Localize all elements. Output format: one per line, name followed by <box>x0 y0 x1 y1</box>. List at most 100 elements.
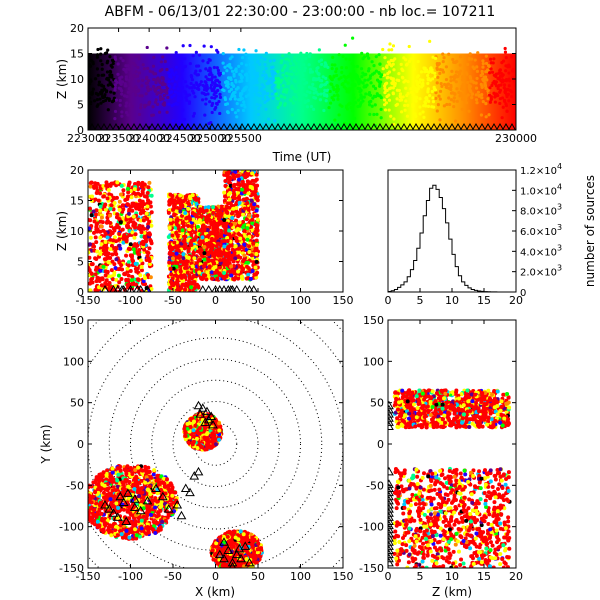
data-point <box>104 51 109 55</box>
station-marker <box>429 122 439 130</box>
data-point <box>231 94 235 98</box>
data-point <box>449 75 453 79</box>
station-marker <box>507 122 516 130</box>
data-point <box>120 216 125 221</box>
data-point <box>214 79 218 83</box>
data-point <box>212 254 217 259</box>
data-point <box>229 66 233 70</box>
data-point <box>330 63 334 67</box>
data-point <box>480 72 485 76</box>
data-point <box>480 85 484 89</box>
data-point <box>475 101 479 105</box>
data-point <box>139 106 143 110</box>
data-point <box>212 228 217 233</box>
data-point <box>435 62 439 66</box>
data-point <box>139 103 143 107</box>
data-point <box>462 93 466 98</box>
data-point <box>176 98 180 103</box>
data-point <box>93 197 98 202</box>
data-point <box>259 55 263 60</box>
data-point <box>103 207 108 212</box>
data-point <box>418 78 422 82</box>
station-marker <box>189 122 199 130</box>
data-point <box>192 230 197 235</box>
data-point <box>246 266 251 271</box>
data-point <box>263 62 267 67</box>
data-point <box>290 113 295 117</box>
data-point <box>88 64 93 68</box>
data-point <box>286 81 290 86</box>
data-point <box>94 225 99 230</box>
data-point <box>242 253 247 258</box>
data-point <box>188 43 192 48</box>
data-point <box>204 208 209 213</box>
data-point <box>378 62 382 66</box>
data-point <box>347 88 351 92</box>
data-point <box>433 56 438 60</box>
data-point <box>92 230 97 235</box>
station-marker <box>285 122 295 130</box>
data-point <box>209 83 214 87</box>
station-marker <box>143 284 152 292</box>
data-point <box>159 88 163 92</box>
y-tick-label: 10 <box>70 225 84 238</box>
data-point <box>145 190 150 195</box>
data-point <box>475 65 479 69</box>
data-point <box>319 79 324 83</box>
data-point <box>228 222 233 227</box>
data-point <box>375 112 379 116</box>
data-point <box>484 102 488 106</box>
data-point <box>302 78 306 82</box>
data-point <box>141 218 146 223</box>
data-point <box>123 84 127 88</box>
data-point <box>203 80 207 84</box>
data-point <box>99 224 104 229</box>
data-point <box>95 221 100 226</box>
data-point <box>113 83 117 87</box>
data-point <box>297 93 301 97</box>
data-point <box>479 82 483 86</box>
data-point <box>391 86 395 90</box>
data-point <box>113 88 117 92</box>
data-point <box>206 233 211 238</box>
data-point <box>226 64 230 68</box>
data-point <box>444 77 449 82</box>
data-point <box>120 227 125 232</box>
station-marker <box>147 122 157 130</box>
data-point <box>504 102 508 106</box>
data-point <box>222 198 227 203</box>
data-point <box>237 64 241 69</box>
data-point <box>431 100 436 104</box>
data-point <box>483 82 487 86</box>
data-point <box>169 221 174 226</box>
data-point <box>337 53 341 57</box>
data-point <box>254 49 258 53</box>
data-point <box>118 76 122 80</box>
data-point <box>105 196 110 201</box>
data-point <box>215 208 220 213</box>
data-point <box>112 228 117 233</box>
data-point <box>328 89 332 94</box>
data-point <box>335 93 340 97</box>
data-point <box>206 259 211 264</box>
station-marker <box>88 122 97 130</box>
data-point <box>428 93 432 98</box>
data-point <box>422 115 426 119</box>
data-point <box>199 276 204 281</box>
station-marker <box>315 122 325 130</box>
range-ring <box>172 401 259 487</box>
data-point <box>144 239 149 244</box>
data-point <box>255 60 259 64</box>
data-point <box>117 237 122 242</box>
data-point <box>245 260 250 265</box>
data-point <box>498 88 503 92</box>
data-point <box>222 244 227 249</box>
data-point <box>418 97 422 101</box>
data-point <box>93 267 98 272</box>
data-point <box>228 97 233 101</box>
data-point <box>510 90 514 94</box>
data-point <box>233 243 238 248</box>
data-point <box>321 75 325 79</box>
data-point <box>218 253 223 258</box>
data-point <box>248 70 252 74</box>
